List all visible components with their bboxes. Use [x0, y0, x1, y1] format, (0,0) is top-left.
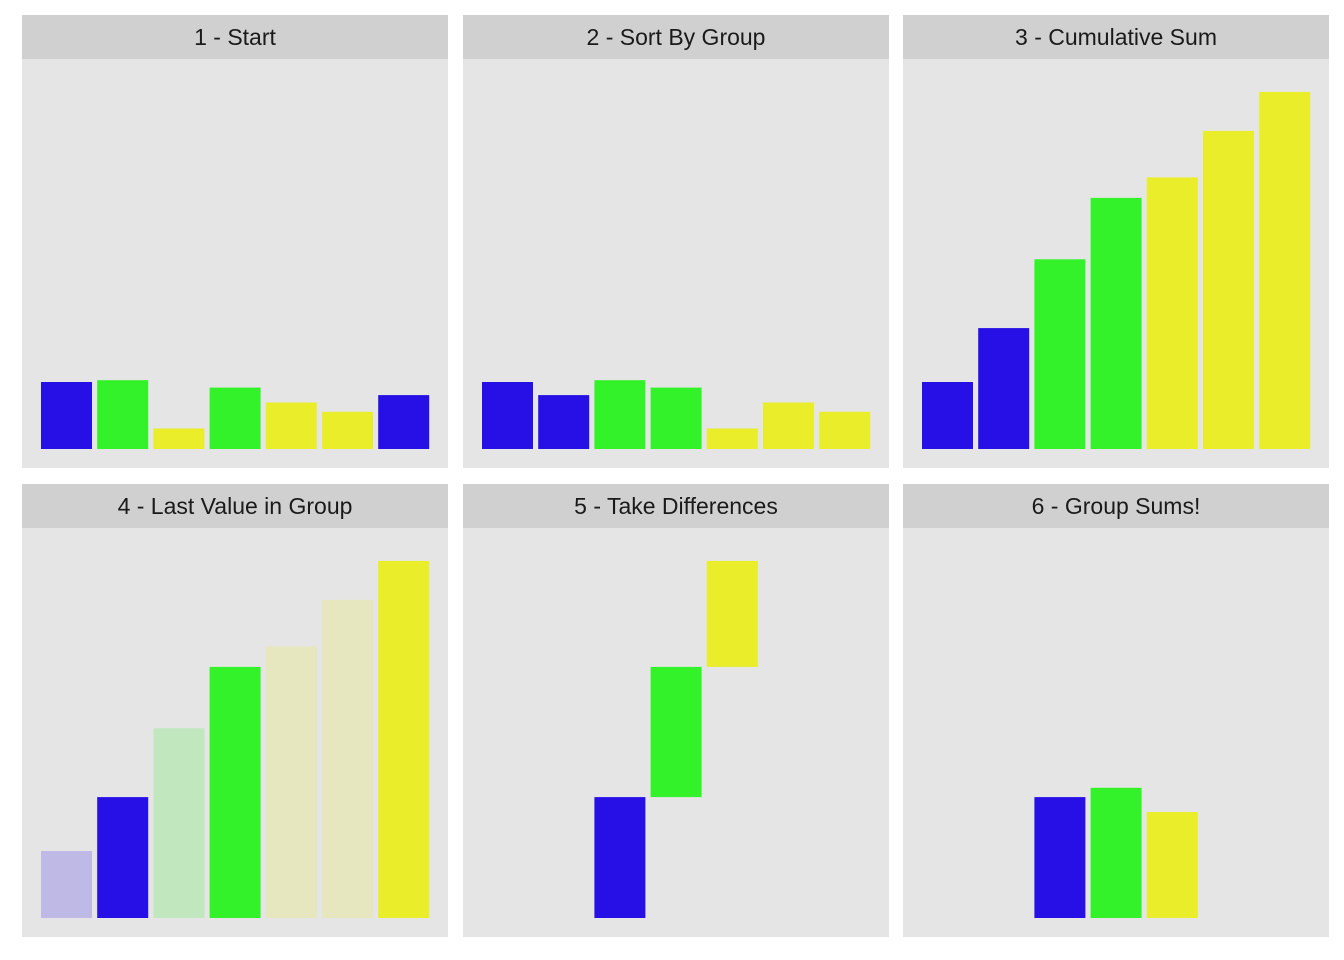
panel-title: 3 - Cumulative Sum [903, 15, 1329, 59]
bar-yellow [763, 402, 814, 449]
panel-title: 1 - Start [22, 15, 448, 59]
bar-yellow [1146, 812, 1198, 918]
bar-blue [1034, 797, 1086, 918]
bar-yellow [265, 646, 317, 918]
panel-group-sums: 6 - Group Sums! [903, 484, 1329, 937]
bar-blue [97, 797, 149, 918]
panel-title: 2 - Sort By Group [463, 15, 889, 59]
bar-blue [594, 797, 646, 918]
panel-cumulative-sum: 3 - Cumulative Sum [903, 15, 1329, 468]
plot-area [903, 528, 1329, 937]
bar-green [1090, 197, 1142, 449]
bar-blue [978, 328, 1030, 449]
panel-sort-by-group: 2 - Sort By Group [463, 15, 889, 468]
bar-green [1034, 259, 1086, 449]
bar-yellow [706, 560, 758, 667]
bar-blue [41, 851, 92, 918]
bar-yellow [706, 428, 758, 449]
bar-yellow [378, 560, 430, 918]
bar-yellow [819, 411, 871, 449]
bar-green [209, 387, 261, 449]
plot-area [463, 528, 889, 937]
bar-yellow [1203, 130, 1254, 449]
bar-yellow [322, 411, 373, 449]
bar-blue [482, 382, 533, 449]
panel-last-value-in-group: 4 - Last Value in Group [22, 484, 448, 937]
panel-title: 5 - Take Differences [463, 484, 889, 528]
panel-take-differences: 5 - Take Differences [463, 484, 889, 937]
bar-green [650, 666, 702, 798]
plot-area [22, 528, 448, 937]
bar-green [650, 387, 702, 449]
plot-area [463, 59, 889, 468]
bar-green [594, 380, 646, 449]
bar-yellow [1259, 91, 1311, 450]
panel-title: 4 - Last Value in Group [22, 484, 448, 528]
bar-green [153, 728, 205, 918]
bar-green [1090, 787, 1142, 918]
bar-blue [41, 382, 92, 449]
panel-start: 1 - Start [22, 15, 448, 468]
bar-blue [378, 395, 430, 449]
bar-yellow [322, 599, 373, 918]
bar-blue [538, 395, 590, 449]
bar-yellow [153, 428, 205, 449]
bar-blue [922, 382, 973, 449]
bar-green [97, 380, 149, 449]
bar-yellow [1146, 177, 1198, 449]
plot-area [903, 59, 1329, 468]
bar-green [209, 666, 261, 918]
plot-area [22, 59, 448, 468]
panel-title: 6 - Group Sums! [903, 484, 1329, 528]
bar-yellow [265, 402, 317, 449]
